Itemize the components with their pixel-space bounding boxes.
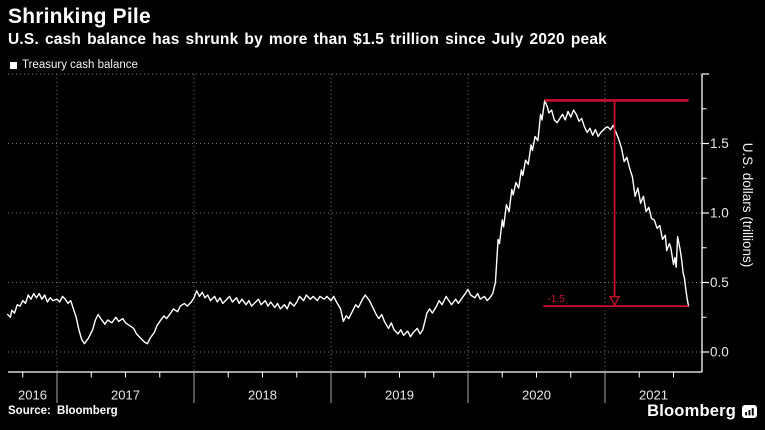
bloomberg-chart-icon <box>742 404 757 418</box>
gridlines <box>8 73 702 372</box>
bloomberg-wordmark: Bloomberg <box>647 402 736 420</box>
y-tick-label: 0.0 <box>710 345 729 360</box>
series-line-treasury-cash-balance <box>6 99 690 345</box>
x-tick-label: 2018 <box>248 388 277 403</box>
legend-label: Treasury cash balance <box>22 59 138 71</box>
bloomberg-logo: Bloomberg <box>647 402 757 421</box>
down-arrow-icon <box>609 295 621 307</box>
x-tick-label: 2016 <box>18 388 47 403</box>
legend: Treasury cash balance <box>10 59 138 71</box>
page-title: Shrinking Pile <box>8 5 151 28</box>
y-tick-label: 1.0 <box>710 206 729 221</box>
axes: 0.0 0.5 1.0 1.5 2016 2017 2018 2019 2020 2021 <box>8 73 729 403</box>
source-label: Source: Bloomberg <box>8 405 118 417</box>
x-tick-label: 2019 <box>385 388 414 403</box>
drop-amount-label: -1.5 <box>547 294 565 305</box>
legend-swatch-icon <box>10 61 17 69</box>
x-tick-label: 2017 <box>111 388 140 403</box>
y-tick-label: 1.5 <box>710 136 729 151</box>
drop-annotation: -1.5 <box>543 99 689 308</box>
y-tick-label: 0.5 <box>710 275 729 290</box>
chart-subtitle: U.S. cash balance has shrunk by more tha… <box>8 31 607 48</box>
y-axis-title: U.S. dollars (trillions) <box>740 143 755 268</box>
x-tick-label: 2020 <box>522 388 551 403</box>
x-tick-label: 2021 <box>639 388 668 403</box>
